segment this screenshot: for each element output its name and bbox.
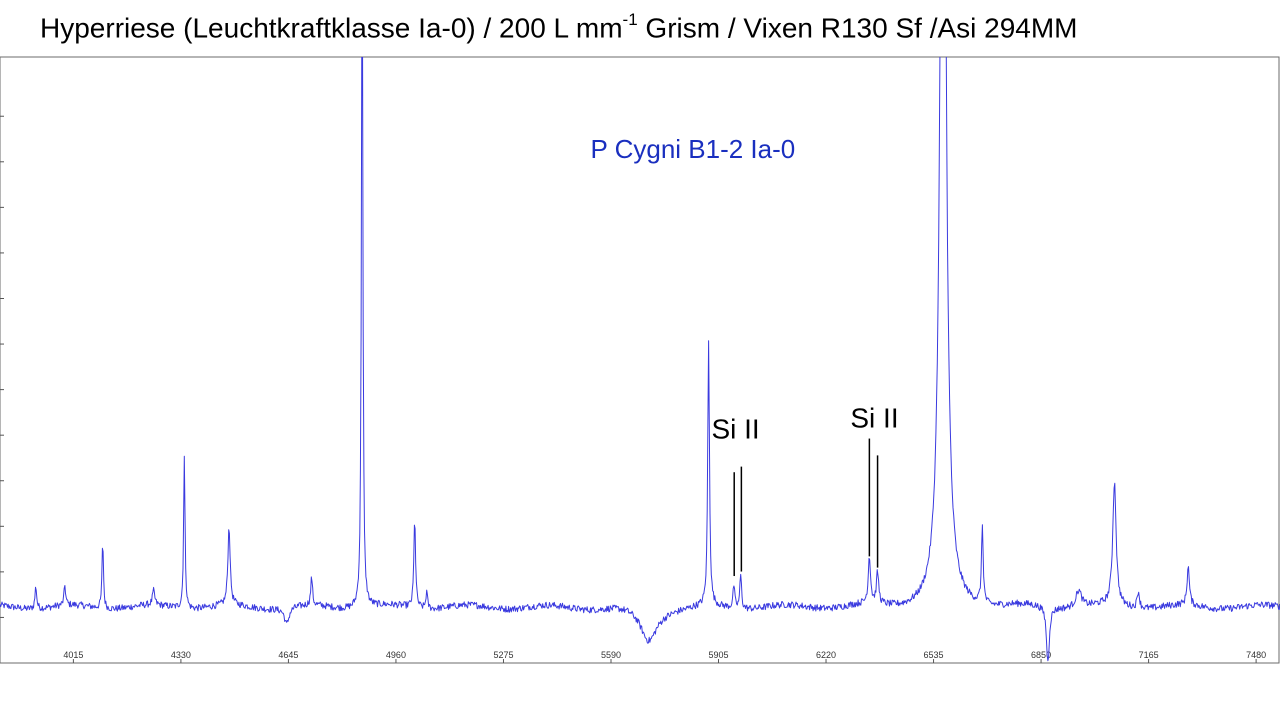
x-tick-label: 7480 [1246, 650, 1266, 660]
x-tick-label: 5590 [601, 650, 621, 660]
x-tick-label: 4330 [171, 650, 191, 660]
x-tick-label: 6535 [924, 650, 944, 660]
x-tick-label: 4960 [386, 650, 406, 660]
x-tick-label: 6850 [1031, 650, 1051, 660]
annotations-group: P Cygni B1-2 Ia-0 Si II Si II [591, 134, 899, 577]
x-axis-ticks: 4015 4330 4645 4960 5275 5590 5905 6220 6535 6850… [63, 650, 1266, 663]
y-axis-ticks [0, 115, 4, 618]
x-tick-label: 5905 [708, 650, 728, 660]
spectrum-line [0, 57, 1280, 662]
x-tick-label: 4645 [278, 650, 298, 660]
series-group [0, 57, 1280, 662]
title-suffix: Grism / Vixen R130 Sf /Asi 294MM [637, 12, 1078, 44]
star-label: P Cygni B1-2 Ia-0 [591, 134, 796, 164]
x-tick-label: 7165 [1139, 650, 1159, 660]
x-tick-label: 5275 [493, 650, 513, 660]
title-superscript: -1 [622, 10, 638, 29]
chart-title: Hyperriese (Leuchtkraftklasse Ia-0) / 20… [40, 10, 1078, 44]
plot-area-frame [0, 56, 1280, 664]
title-prefix: Hyperriese (Leuchtkraftklasse Ia-0) / 20… [40, 12, 623, 44]
x-tick-label: 4015 [63, 650, 83, 660]
si-ii-label: Si II [711, 414, 759, 445]
si-ii-label: Si II [850, 402, 898, 433]
x-tick-label: 6220 [816, 650, 836, 660]
